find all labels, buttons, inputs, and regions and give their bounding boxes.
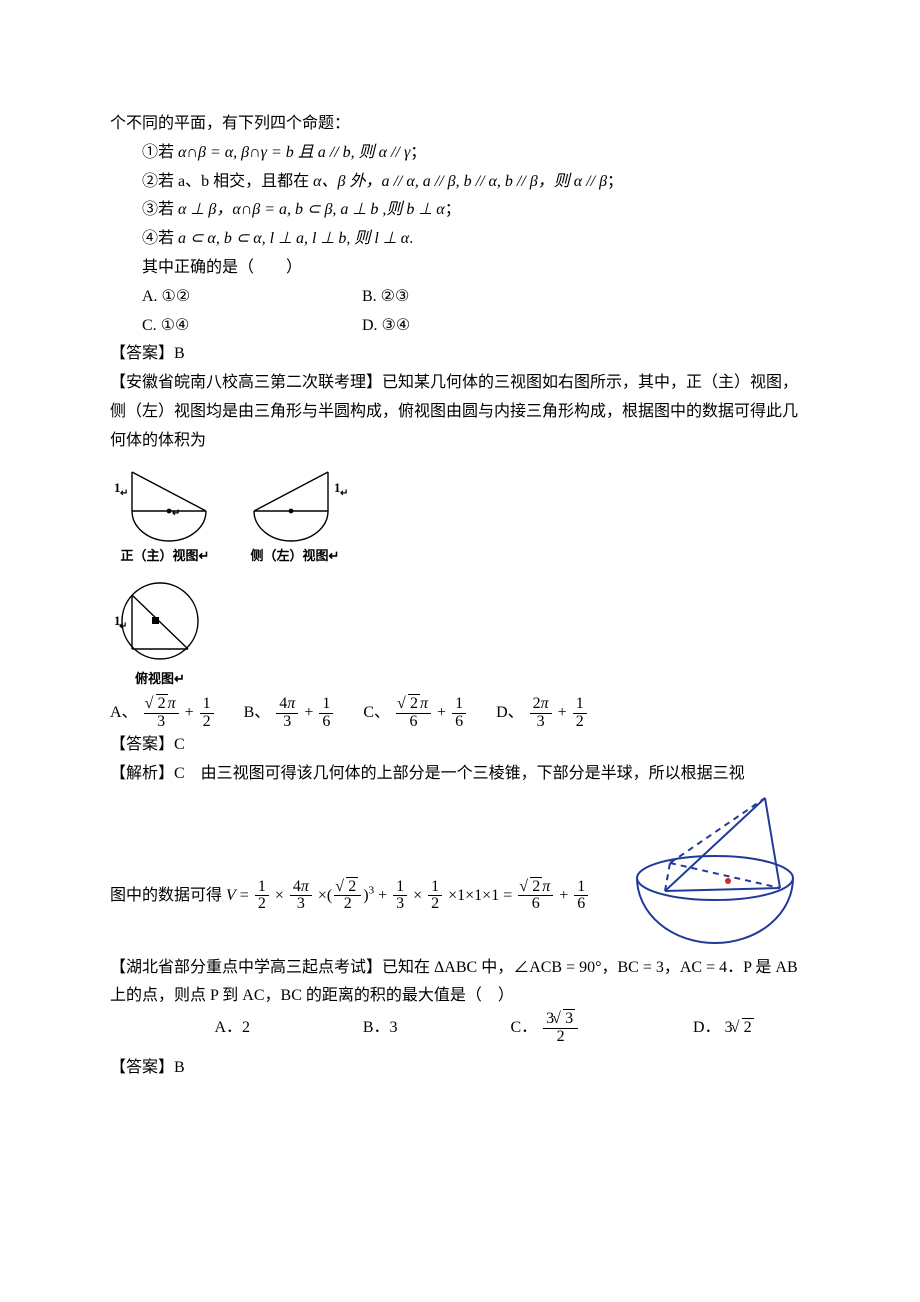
q3-a: A．2 [214,1014,250,1043]
side-view-label: 侧（左）视图↵ [251,544,340,567]
which-correct: 其中正确的是（ ） [110,254,810,283]
q2d-d2: 2 [573,714,587,731]
r2d: 6 [574,896,588,913]
expl-tail-prefix: 图中的数据可得 [110,887,222,904]
q2b-d2: 6 [319,714,333,731]
q3-b: B．3 [363,1014,398,1043]
proposition-4: ④若 a ⊂ α, b ⊂ α, l ⊥ a, l ⊥ b, 则 l ⊥ α. [110,225,810,254]
q2-b-label: B、 [244,704,271,721]
t4n: 1 [393,879,407,897]
t4d: 3 [393,896,407,913]
cube: 3 [369,884,375,896]
q2-opt-c: C、 2π6 + 16 [363,696,468,731]
q2d-n2: 1 [573,696,587,714]
side-view: 1 ↵ 侧（左）视图↵ [240,466,350,567]
prop4-suffix: . [409,230,413,247]
ones: ×1×1×1 = [448,887,516,904]
q2c-d2: 6 [452,714,466,731]
t5d: 2 [428,896,442,913]
svg-text:↵: ↵ [172,508,180,519]
choice-a: A. ①② [142,283,342,312]
prop1-prefix: ①若 [142,144,178,161]
front-label-text: 正（主）视图 [121,548,199,563]
q2b-d1: 3 [276,714,298,731]
proposition-3: ③若 α ⊥ β，α∩β = a, b ⊂ β, a ⊥ b ,则 b ⊥ α； [110,196,810,225]
prop3-suffix: ； [445,201,461,218]
prop3-math: α ⊥ β，α∩β = a, b ⊂ β, a ⊥ b ,则 b ⊥ α [178,201,445,218]
q2d-d1: 3 [530,714,552,731]
q3-choices: A．2 B．3 C． 332 D． 32 [110,1011,810,1046]
prop2-math: α、β 外，a // α, a // β, b // α, b // β，则 α… [313,173,607,190]
proposition-1: ①若 α∩β = α, β∩γ = b 且 a // b, 则 α // γ； [110,139,810,168]
svg-text:↵: ↵ [340,488,348,499]
top-label-text: 俯视图 [135,671,174,686]
prop1-math: α∩β = α, β∩γ = b 且 a // b, 则 α // γ [178,144,410,161]
q2c-n2: 1 [452,696,466,714]
prop4-prefix: ④若 [142,230,178,247]
top-view: 1 ↵ 俯视图↵ [110,577,210,690]
q2-opt-d: D、 2π3 + 12 [496,696,589,731]
r1d: 6 [518,896,553,913]
po: ×( [318,887,332,904]
q3d-label: D． [693,1019,721,1036]
q3-d: D． 32 [693,1014,754,1043]
explanation-head: 【解析】C 由三视图可得该几何体的上部分是一个三棱锥，下部分是半球，所以根据三视 [110,760,810,789]
q2a-d2: 2 [200,714,214,731]
q2a-d1: 3 [144,714,179,731]
q2-choices: A、 2π3 + 12 B、 4π3 + 16 C、 2π6 + 16 D、 2… [110,696,810,731]
intro-tail: 个不同的平面，有下列四个命题： [110,110,810,139]
x1: × [275,887,284,904]
prop2-prefix: ②若 a、b 相交，且都在 [142,173,313,190]
side-label-text: 侧（左）视图 [251,548,329,563]
r2n: 1 [574,879,588,897]
q3-source: 【湖北省部分重点中学高三起点考试】已知在 ΔABC 中，∠ACB = 90°，B… [110,954,810,1012]
plus: + [378,887,391,904]
choice-d: D. ③④ [362,312,562,341]
x2: × [413,887,422,904]
top-view-icon: 1 ↵ [110,577,210,667]
t2d: 3 [290,896,312,913]
t5n: 1 [428,879,442,897]
vol-eq: = [240,887,253,904]
t1d: 2 [255,896,269,913]
answer-c: 【答案】C [110,731,810,760]
choice-b: B. ②③ [362,283,562,312]
q1-choices: A. ①② B. ②③ C. ①④ D. ③④ [110,283,810,341]
answer-b: 【答案】B [110,340,810,369]
svg-text:↵: ↵ [119,621,127,632]
svg-text:↵: ↵ [120,488,128,499]
q2b-n2: 1 [319,696,333,714]
choice-c: C. ①④ [142,312,342,341]
q2-opt-a: A、 2π3 + 12 [110,696,216,731]
prop2-suffix: ； [607,173,623,190]
q3-c: C． 332 [510,1011,580,1046]
prop1-suffix: ； [410,144,426,161]
q2c-d1: 6 [396,714,431,731]
t1n: 1 [255,879,269,897]
proposition-2: ②若 a、b 相交，且都在 α、β 外，a // α, a // β, b //… [110,168,810,197]
answer-b2: 【答案】B [110,1054,810,1083]
side-view-icon: 1 ↵ [240,466,350,544]
front-view: 1 ↵ ↵ 正（主）视图↵ [110,466,220,567]
t3d: 2 [334,896,361,913]
prop4-math: a ⊂ α, b ⊂ α, l ⊥ a, l ⊥ b, 则 l ⊥ α [178,230,409,247]
solid-figure-icon [620,793,810,948]
q2-a-label: A、 [110,704,138,721]
q2-d-label: D、 [496,704,524,721]
top-view-label: 俯视图↵ [135,667,185,690]
prop3-prefix: ③若 [142,201,178,218]
q2-opt-b: B、 4π3 + 16 [244,696,336,731]
front-view-icon: 1 ↵ ↵ [110,466,220,544]
q3c-label: C． [510,1019,537,1036]
vol-V: V [226,887,236,904]
q2-source: 【安徽省皖南八校高三第二次联考理】已知某几何体的三视图如右图所示，其中，正（主）… [110,369,810,455]
views-row-1: 1 ↵ ↵ 正（主）视图↵ 1 ↵ 侧（左）视图↵ [110,466,810,567]
q2a-n2: 1 [200,696,214,714]
q3c-d: 2 [543,1029,578,1046]
q2-c-label: C、 [363,704,390,721]
views-row-2: 1 ↵ 俯视图↵ [110,577,810,690]
front-view-label: 正（主）视图↵ [121,544,210,567]
